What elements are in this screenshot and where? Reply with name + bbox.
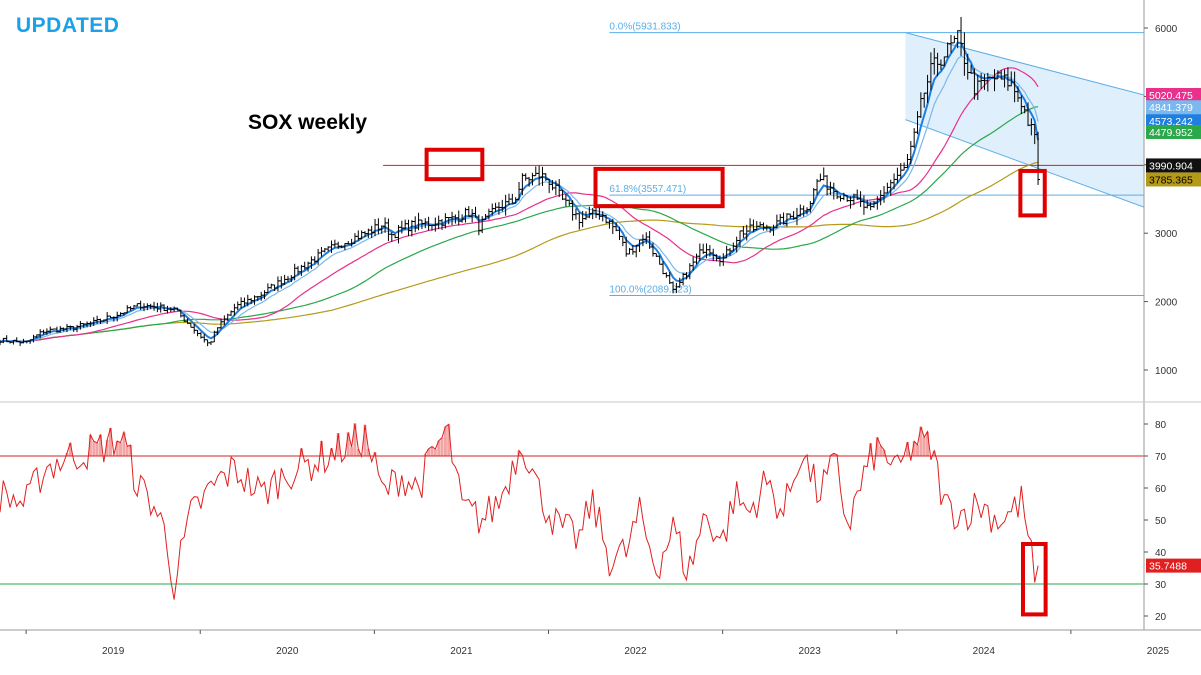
value-tag-bg	[1146, 100, 1201, 115]
highlight-box	[424, 147, 485, 182]
rsi-tick-label: 50	[1155, 516, 1167, 527]
x-tick-label: 2021	[450, 646, 473, 657]
rsi-tick-label: 70	[1155, 452, 1167, 463]
rsi-overbought-fill	[65, 423, 936, 456]
price-panel: 0.0%(5931.833) 61.8%(3557.471) 100.0%(2089…	[0, 16, 1145, 347]
rsi-tick-label: 20	[1155, 612, 1167, 623]
value-tag-bg	[1146, 172, 1201, 187]
y-tick-label: 2000	[1155, 298, 1178, 309]
price-bar	[523, 173, 528, 181]
ma-olive-value-tag: 3785.365	[1146, 172, 1201, 187]
x-tick-label: 2022	[624, 646, 647, 657]
descending-channel	[905, 32, 1144, 208]
value-tag-label: 5020.475	[1149, 90, 1193, 102]
rsi-tick-label: 60	[1155, 484, 1167, 495]
x-tick-label: 2024	[973, 646, 996, 657]
price-bar	[292, 263, 297, 281]
fib-level-label: 61.8%(3557.471)	[609, 184, 686, 195]
price-bar	[882, 186, 887, 203]
price-bar	[376, 218, 381, 235]
ma-pink-value-tag: 5020.475	[1146, 87, 1201, 102]
value-tag-bg	[1146, 124, 1201, 139]
rsi-tick-label: 40	[1155, 548, 1167, 559]
ma-olive-line	[0, 161, 1039, 343]
highlight-box	[1018, 168, 1047, 218]
value-tag-label: 35.7488	[1149, 561, 1187, 573]
price-bar	[456, 210, 461, 226]
rsi-tick-label: 30	[1155, 580, 1167, 591]
price-bar	[577, 212, 582, 230]
y-tick-label: 1000	[1155, 366, 1178, 377]
y-tick-label: 3000	[1155, 229, 1178, 240]
value-tag-label: 3990.904	[1149, 160, 1193, 172]
rsi-panel	[0, 423, 1144, 617]
channel-upper-line	[905, 32, 1145, 96]
y-tick-label: 6000	[1155, 24, 1178, 35]
price-bar	[537, 165, 542, 186]
price-bar	[640, 234, 645, 247]
x-tick-label: 2023	[799, 646, 822, 657]
rsi-value-tag: 35.7488	[1146, 558, 1201, 573]
price-bar	[741, 226, 746, 238]
chart-title: SOX weekly	[248, 111, 368, 134]
price-bar	[413, 216, 418, 233]
price-bar	[952, 35, 957, 44]
rsi-tick-label: 80	[1155, 420, 1167, 431]
price-bar	[902, 162, 907, 171]
ema-mid-value-tag: 4841.379	[1146, 100, 1201, 115]
channel-lower-line	[905, 119, 1145, 208]
price-bar	[436, 215, 441, 230]
axes: 1000200030004000500060002030405060708050…	[0, 0, 1201, 657]
price-bar	[517, 182, 522, 201]
updated-badge: UPDATED	[16, 14, 120, 37]
ma-pink-line	[0, 67, 1039, 343]
fib-level-label: 100.0%(2089.823)	[609, 284, 691, 295]
price-bar	[373, 218, 378, 237]
price-bar	[1036, 131, 1041, 185]
x-tick-label: 2019	[102, 646, 125, 657]
x-tick-label: 2020	[276, 646, 299, 657]
value-tag-label: 3785.365	[1149, 174, 1193, 186]
value-tag-label: 4841.379	[1149, 102, 1193, 114]
price-bar	[818, 173, 823, 182]
fib-level-label: 0.0%(5931.833)	[609, 22, 680, 33]
price-bar	[664, 272, 669, 278]
price-bar	[637, 239, 642, 253]
value-tag-bg	[1146, 558, 1201, 573]
ma-green-value-tag: 4479.952	[1146, 124, 1201, 139]
price-bar	[721, 253, 726, 266]
highlight-box	[593, 166, 725, 209]
current-price-tag: 3990.904	[1146, 158, 1201, 173]
price-bar	[533, 166, 538, 177]
value-tag-bg	[1146, 87, 1201, 102]
price-bar	[510, 193, 515, 204]
rsi-line	[0, 423, 1039, 600]
ma-green-line	[0, 106, 1039, 343]
price-bar	[138, 300, 143, 310]
price-bar	[480, 216, 485, 234]
price-bar	[416, 212, 421, 231]
price-bar	[821, 167, 826, 181]
value-tag-label: 4479.952	[1149, 127, 1193, 139]
price-bar	[188, 322, 193, 328]
x-tick-label: 2025	[1147, 646, 1170, 657]
price-bar	[383, 217, 388, 233]
highlight-box	[1020, 542, 1048, 617]
value-tag-bg	[1146, 114, 1201, 129]
value-tag-bg	[1146, 158, 1201, 173]
